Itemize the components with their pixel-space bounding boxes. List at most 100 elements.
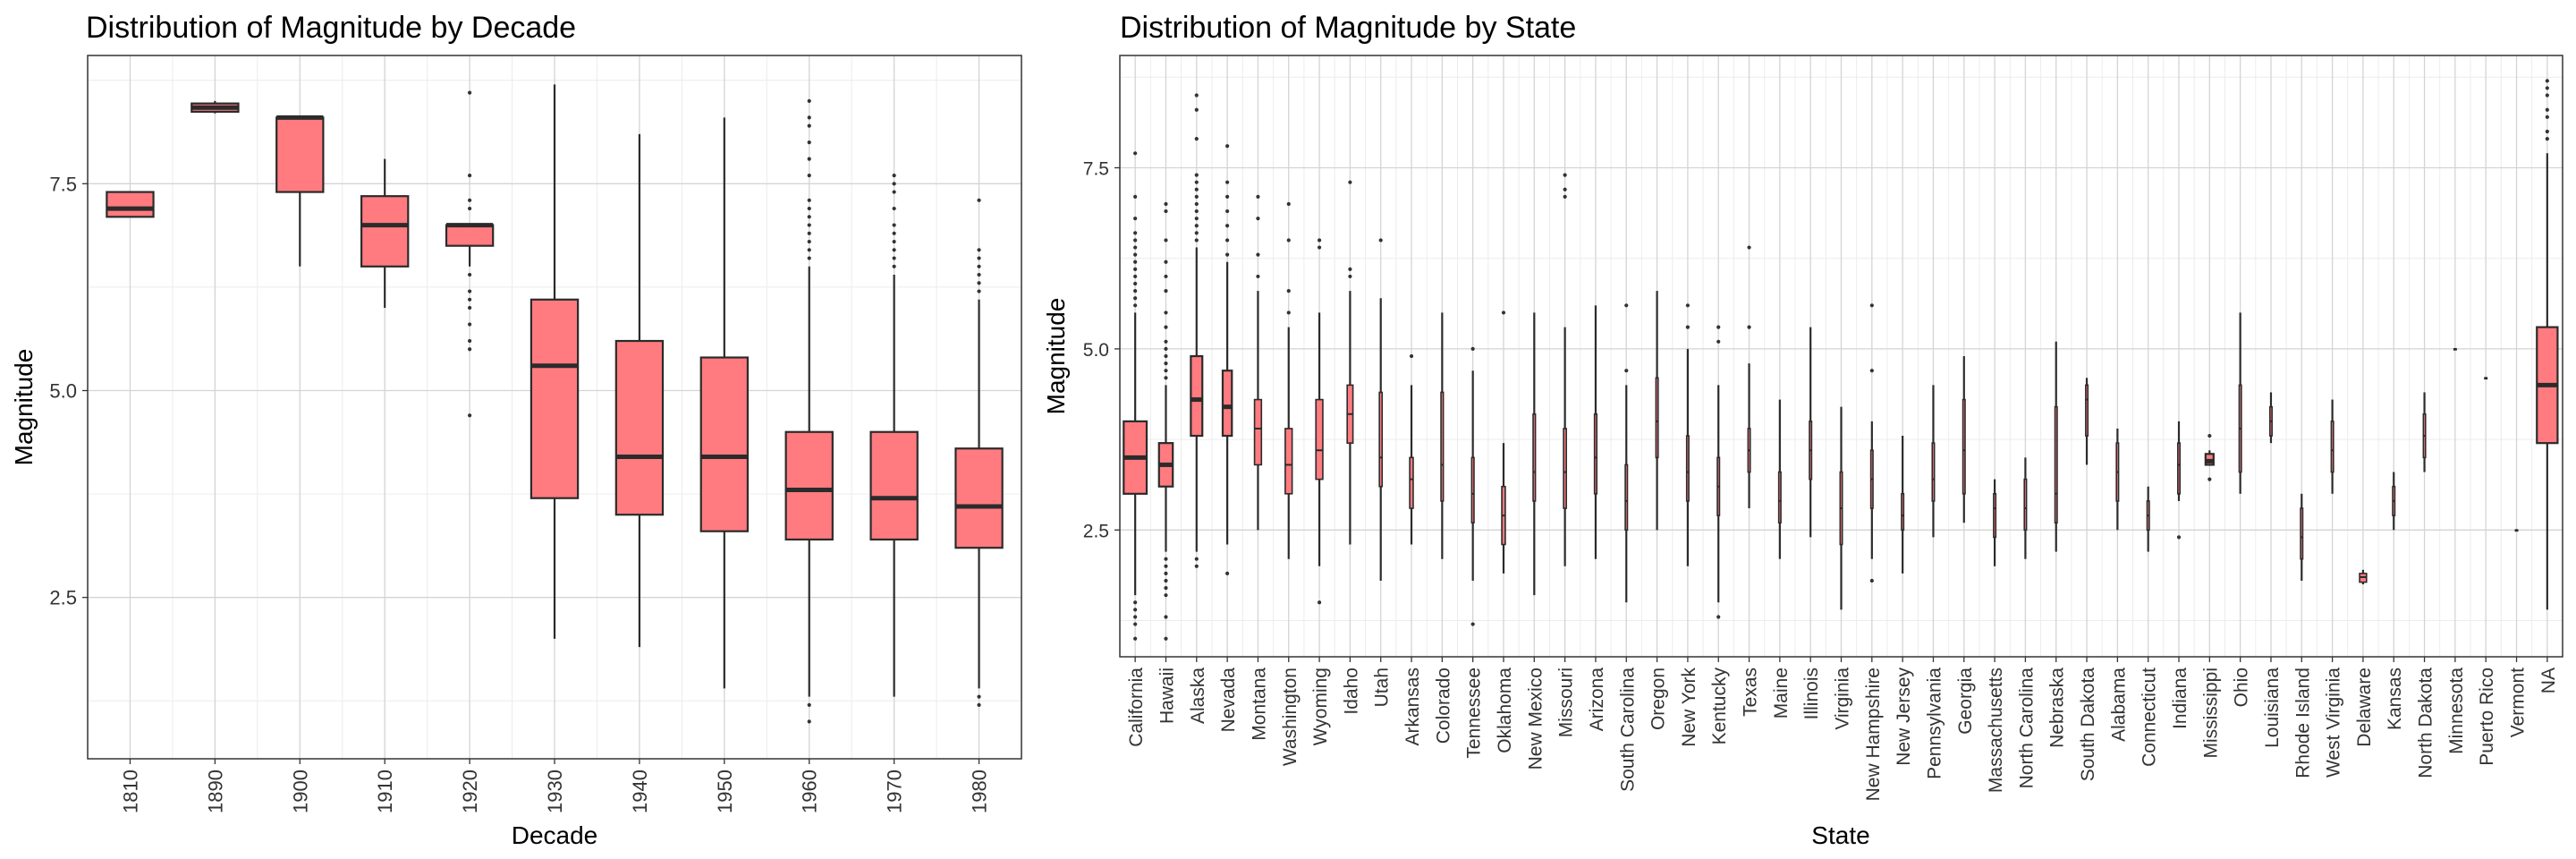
box-iqr (1284, 428, 1293, 495)
outlier-point (1286, 238, 1291, 242)
box-series (106, 84, 1004, 724)
x-tick-label: Pennsylvania (1924, 668, 1945, 779)
outlier-point (2545, 129, 2549, 134)
outlier-point (1256, 252, 1260, 257)
x-tick-label: Idaho (1341, 668, 1361, 715)
box-Mississippi (2204, 433, 2215, 481)
box-North Dakota (2422, 392, 2427, 472)
outlier-point (1133, 231, 1138, 235)
outlier-point (807, 198, 811, 202)
box-NA (2536, 79, 2559, 610)
box-New Mexico (1532, 312, 1537, 596)
box-iqr (1624, 464, 1629, 532)
x-tick-label: Virginia (1833, 668, 1853, 730)
y-tick-label: 7.5 (1083, 158, 1109, 179)
outlier-point (807, 115, 811, 120)
outlier-point (1317, 238, 1322, 242)
x-tick-label: Colorado (1433, 668, 1453, 744)
outlier-point (1133, 238, 1138, 242)
outlier-point (1133, 194, 1138, 199)
outlier-point (1194, 187, 1199, 191)
outlier-point (1133, 303, 1138, 308)
box-Minnesota (2453, 347, 2457, 351)
box-Montana (1253, 194, 1263, 531)
box-Vermont (2514, 529, 2519, 532)
outlier-point (1225, 194, 1230, 199)
outlier-point (977, 248, 981, 252)
outlier-point (1225, 571, 1230, 575)
x-tick-label: NA (2538, 668, 2559, 693)
box-Kentucky (1716, 325, 1721, 619)
x-tick-label: West Virginia (2324, 668, 2344, 778)
box-Massachusetts (1993, 479, 1997, 566)
outlier-point (467, 173, 472, 178)
outlier-point (1164, 593, 1168, 598)
outlier-point (1164, 289, 1168, 293)
outlier-point (467, 272, 472, 277)
box-1950 (699, 117, 750, 689)
box-Delaware (2359, 569, 2368, 585)
outlier-point (807, 256, 811, 260)
x-tick-label: Nebraska (2047, 668, 2068, 748)
x-tick-label: Ohio (2232, 668, 2252, 707)
box-Nebraska (2054, 341, 2058, 552)
box-iqr (2330, 421, 2334, 473)
outlier-point (2545, 115, 2549, 119)
x-tick-label: 1980 (969, 770, 991, 813)
x-tick-label: Texas (1741, 668, 1761, 717)
outlier-point (1194, 137, 1199, 141)
x-axis-label: State (1811, 821, 1869, 849)
outlier-point (1501, 310, 1506, 315)
box-Rhode Island (2300, 493, 2304, 581)
box-iqr (1593, 412, 1598, 495)
outlier-point (807, 702, 811, 707)
box-iqr (614, 339, 665, 516)
y-tick-label: 5.0 (1083, 340, 1109, 361)
outlier-point (1194, 194, 1199, 199)
outlier-point (1133, 636, 1138, 641)
outlier-point (467, 289, 472, 293)
x-tick-label: Illinois (1801, 668, 1822, 719)
box-iqr (2300, 507, 2304, 560)
box-series (1123, 79, 2559, 641)
outlier-point (467, 206, 472, 211)
box-iqr (1470, 456, 1475, 524)
outlier-point (1133, 289, 1138, 293)
outlier-point (1194, 238, 1199, 242)
box-West Virginia (2330, 399, 2334, 494)
x-tick-label: Rhode Island (2292, 668, 2313, 778)
box-Arkansas (1409, 353, 1414, 545)
outlier-point (1133, 151, 1138, 156)
x-tick-label: Hawaii (1157, 668, 1177, 724)
x-tick-label: Oregon (1648, 668, 1669, 730)
outlier-point (1747, 245, 1751, 250)
outlier-point (977, 272, 981, 277)
outlier-point (467, 338, 472, 344)
x-tick-label: North Dakota (2416, 668, 2436, 778)
box-Tennessee (1470, 346, 1475, 626)
box-Louisiana (2268, 392, 2273, 444)
outlier-point (807, 157, 811, 161)
outlier-point (1624, 303, 1629, 308)
outlier-point (1470, 622, 1475, 626)
outlier-point (1164, 274, 1168, 279)
outlier-point (1164, 201, 1168, 207)
box-iqr (699, 356, 750, 532)
box-Ohio (2238, 312, 2242, 494)
box-iqr (869, 430, 919, 541)
box-iqr (530, 298, 580, 499)
box-Oregon (1655, 291, 1659, 531)
x-tick-label: Wyoming (1310, 668, 1331, 745)
outlier-point (1286, 310, 1291, 315)
outlier-point (2545, 79, 2549, 83)
x-tick-label: Nevada (1218, 668, 1239, 733)
outlier-point (892, 264, 896, 268)
outlier-point (1194, 564, 1199, 568)
box-iqr (1409, 456, 1414, 509)
outlier-point (2176, 535, 2182, 540)
outlier-point (892, 239, 896, 244)
outlier-point (977, 264, 981, 268)
x-tick-label: Alabama (2108, 668, 2129, 742)
outlier-point (1133, 615, 1138, 619)
box-North Carolina (2023, 457, 2028, 559)
